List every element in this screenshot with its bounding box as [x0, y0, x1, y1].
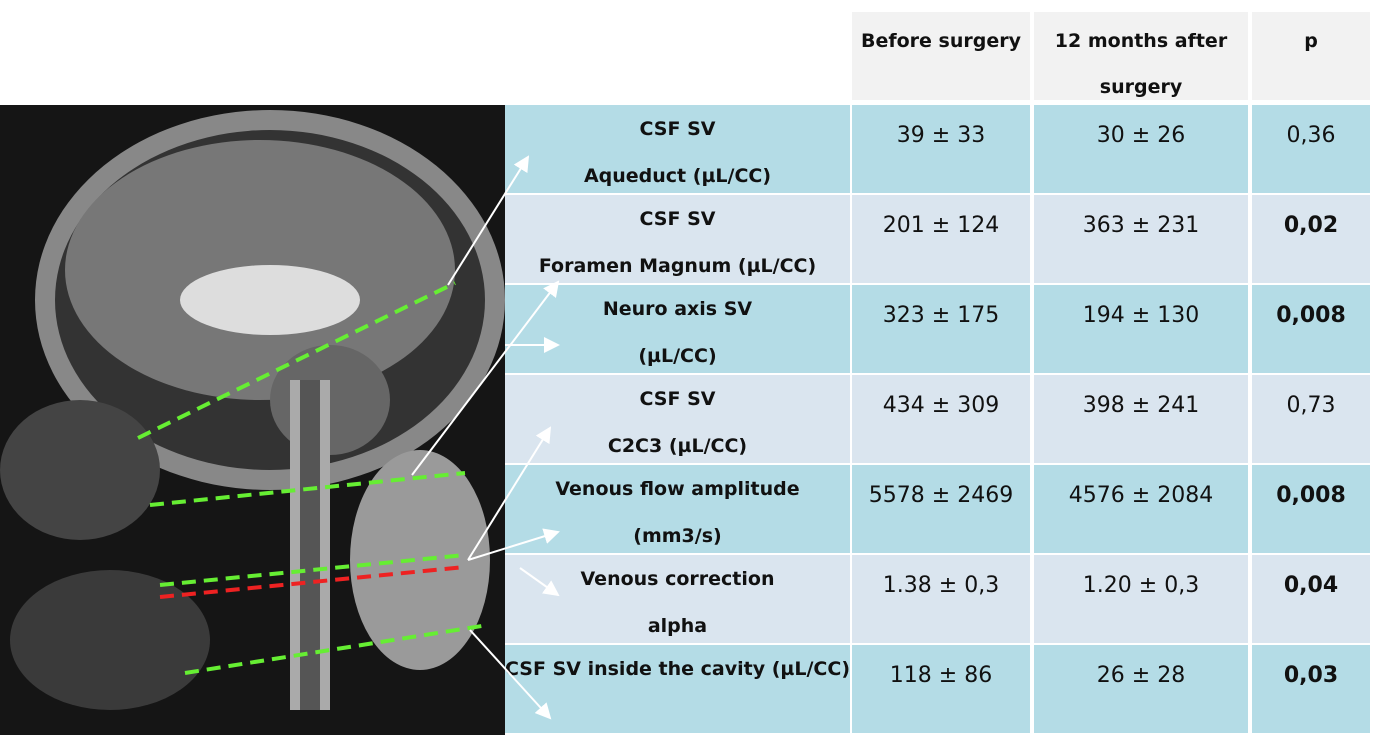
column-header: Before surgery — [852, 12, 1030, 100]
label-line: CSF SV — [639, 118, 716, 140]
label-line: CSF SV — [639, 388, 716, 410]
row-label: CSF SV Foramen Magnum (µL/CC) — [505, 195, 850, 283]
row-label: Venous flow amplitude (mm3/s) — [505, 465, 850, 553]
table-cell: 201 ± 124 — [852, 195, 1030, 283]
table-cell: 363 ± 231 — [1034, 195, 1248, 283]
row-label: Venous correction alpha — [505, 555, 850, 643]
table-cell: 398 ± 241 — [1034, 375, 1248, 463]
table-cell: 0,02 — [1252, 195, 1370, 283]
table-cell: 0,008 — [1252, 285, 1370, 373]
table-cell: 5578 ± 2469 — [852, 465, 1030, 553]
table-cell: 118 ± 86 — [852, 645, 1030, 733]
table-cell: 1.38 ± 0,3 — [852, 555, 1030, 643]
label-line: Venous correction — [580, 568, 775, 590]
label-line: CSF SV — [639, 208, 716, 230]
table-cell: 194 ± 130 — [1034, 285, 1248, 373]
table-cell: 39 ± 33 — [852, 105, 1030, 193]
table-cell: 0,73 — [1252, 375, 1370, 463]
table-cell: 30 ± 26 — [1034, 105, 1248, 193]
label-line: alpha — [647, 615, 708, 637]
row-label: Neuro axis SV (µL/CC) — [505, 285, 850, 373]
table-cell: 1.20 ± 0,3 — [1034, 555, 1248, 643]
label-line: Venous flow amplitude — [555, 478, 800, 500]
table-cell: 4576 ± 2084 — [1034, 465, 1248, 553]
table-cell: 26 ± 28 — [1034, 645, 1248, 733]
label-line: CSF SV inside the cavity (µL/CC) — [505, 658, 850, 680]
row-label: CSF SV Aqueduct (µL/CC) — [505, 105, 850, 193]
table-cell: 323 ± 175 — [852, 285, 1030, 373]
mri-image — [0, 105, 505, 735]
column-header: 12 months after surgery — [1034, 12, 1248, 100]
table-cell: 0,36 — [1252, 105, 1370, 193]
row-label: CSF SV C2C3 (µL/CC) — [505, 375, 850, 463]
table-cell: 0,04 — [1252, 555, 1370, 643]
label-line: C2C3 (µL/CC) — [607, 435, 748, 457]
table-cell: 434 ± 309 — [852, 375, 1030, 463]
label-line: Aqueduct (µL/CC) — [583, 165, 772, 187]
label-line: (mm3/s) — [633, 525, 722, 547]
table-cell: 0,008 — [1252, 465, 1370, 553]
label-line: (µL/CC) — [638, 345, 717, 367]
label-line: Foramen Magnum (µL/CC) — [538, 255, 817, 277]
label-line: Neuro axis SV — [602, 298, 753, 320]
column-header: p — [1252, 12, 1370, 100]
row-label: CSF SV inside the cavity (µL/CC) — [505, 645, 850, 733]
table-cell: 0,03 — [1252, 645, 1370, 733]
